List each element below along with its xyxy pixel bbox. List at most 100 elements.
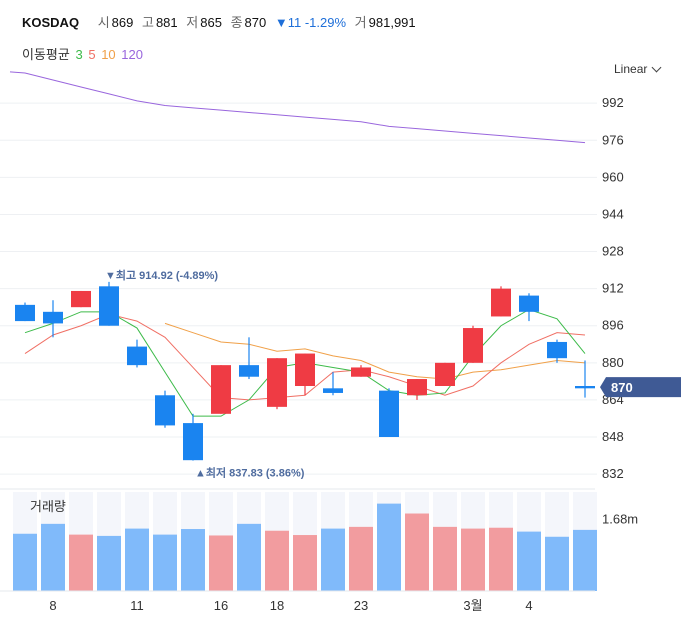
candle [491, 286, 511, 317]
candle [99, 281, 119, 326]
volume-bar [321, 528, 345, 591]
candle [379, 388, 399, 437]
open-label: 시 [97, 15, 110, 30]
candle [15, 302, 35, 322]
volume-bar [265, 530, 289, 591]
volume-bar [209, 535, 233, 591]
candle-body [463, 328, 483, 363]
volume-bar [489, 527, 513, 591]
volume-bar [433, 526, 457, 591]
candle [323, 372, 343, 396]
candle-body [155, 395, 175, 426]
volume-bar [41, 523, 65, 591]
volume-bar [461, 528, 485, 591]
volume-bar [405, 513, 429, 591]
y-tick-label: 944 [602, 206, 624, 221]
volume-bar [153, 534, 177, 591]
x-tick-label: 4 [525, 598, 532, 613]
candle [547, 339, 567, 363]
volume-value: 981,991 [368, 15, 416, 30]
candle-body [407, 379, 427, 396]
change-value: ▼11 -1.29% [274, 15, 347, 30]
volume-bar [97, 535, 121, 591]
y-tick-label: 896 [602, 318, 624, 333]
x-tick-label: 18 [270, 598, 284, 613]
candle [351, 365, 371, 377]
candle-body [519, 295, 539, 312]
y-tick-label: 976 [602, 132, 624, 147]
x-tick-label: 11 [130, 598, 144, 613]
candle-body [547, 341, 567, 359]
y-tick-label: 848 [602, 429, 624, 444]
high-annotation: ▼최고 914.92 (-4.89%) [105, 268, 218, 282]
low-label: 저 [186, 15, 199, 30]
ma10-line [164, 322, 586, 380]
candle [127, 339, 147, 368]
last-price-tag [600, 377, 681, 398]
candle [435, 362, 455, 386]
candle [43, 300, 63, 338]
volume-bar [13, 533, 37, 591]
scale-selector-label: Linear [614, 62, 648, 76]
candle [211, 365, 231, 414]
volume-bar [125, 528, 149, 591]
candle-body [435, 362, 455, 386]
candle [155, 390, 175, 428]
ma3-legend: 3 [75, 47, 83, 62]
candle [267, 358, 287, 410]
candle [575, 360, 595, 398]
volume-bar [573, 529, 597, 591]
ma10-legend: 10 [101, 47, 116, 62]
y-tick-label: 960 [602, 169, 624, 184]
candle-body [99, 286, 119, 326]
candle-body [379, 390, 399, 437]
volume-y-tick-label: 1.68m [602, 512, 638, 527]
scale-selector[interactable]: Linear [614, 62, 662, 76]
volume-bar [69, 534, 93, 591]
ma120-line [9, 71, 586, 144]
open-value: 869 [111, 15, 134, 30]
candle-body [15, 304, 35, 322]
y-tick-label: 880 [602, 355, 624, 370]
moving-average-legend[interactable]: 이동평균 3 5 10 120 [22, 44, 143, 63]
candle-body [351, 367, 371, 377]
volume-bar [349, 526, 373, 591]
candle-body [127, 346, 147, 366]
close-value: 870 [244, 15, 267, 30]
volume-bar [237, 523, 261, 591]
candle [295, 353, 315, 396]
volume-bar [545, 536, 569, 591]
ma-legend-label: 이동평균 [22, 47, 70, 62]
candle-body [183, 423, 203, 461]
candle-body [43, 311, 63, 324]
volume-panel-title: 거래량 [30, 499, 66, 514]
y-tick-label: 832 [602, 466, 624, 481]
low-annotation: ▲최저 837.83 (3.86%) [195, 466, 305, 480]
low-value: 865 [200, 15, 222, 30]
volume-bar [181, 529, 205, 591]
candle [71, 290, 91, 308]
close-label: 종 [230, 15, 243, 30]
candle-body [239, 365, 259, 377]
candle-body [71, 290, 91, 308]
symbol-name: KOSDAQ [22, 15, 80, 30]
volume-bar [293, 535, 317, 591]
y-tick-label: 912 [602, 281, 624, 296]
ma120-legend: 120 [121, 47, 143, 62]
candle-body [267, 358, 287, 407]
x-tick-label: 23 [354, 598, 368, 613]
volume-bar [377, 503, 401, 591]
candle-body [575, 386, 595, 389]
candle [519, 293, 539, 322]
high-label: 고 [141, 15, 154, 30]
candle [407, 379, 427, 400]
x-tick-label: 8 [49, 598, 56, 613]
volume-bar [517, 531, 541, 591]
candle-body [295, 353, 315, 386]
x-tick-label: 3월 [463, 598, 482, 613]
x-tick-label: 16 [214, 598, 228, 613]
high-value: 881 [155, 15, 178, 30]
volume-label: 거 [354, 15, 367, 30]
